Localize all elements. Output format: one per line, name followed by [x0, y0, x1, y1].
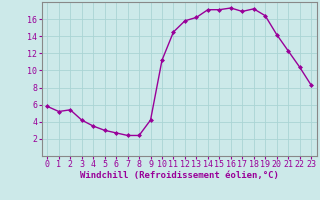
X-axis label: Windchill (Refroidissement éolien,°C): Windchill (Refroidissement éolien,°C) [80, 171, 279, 180]
